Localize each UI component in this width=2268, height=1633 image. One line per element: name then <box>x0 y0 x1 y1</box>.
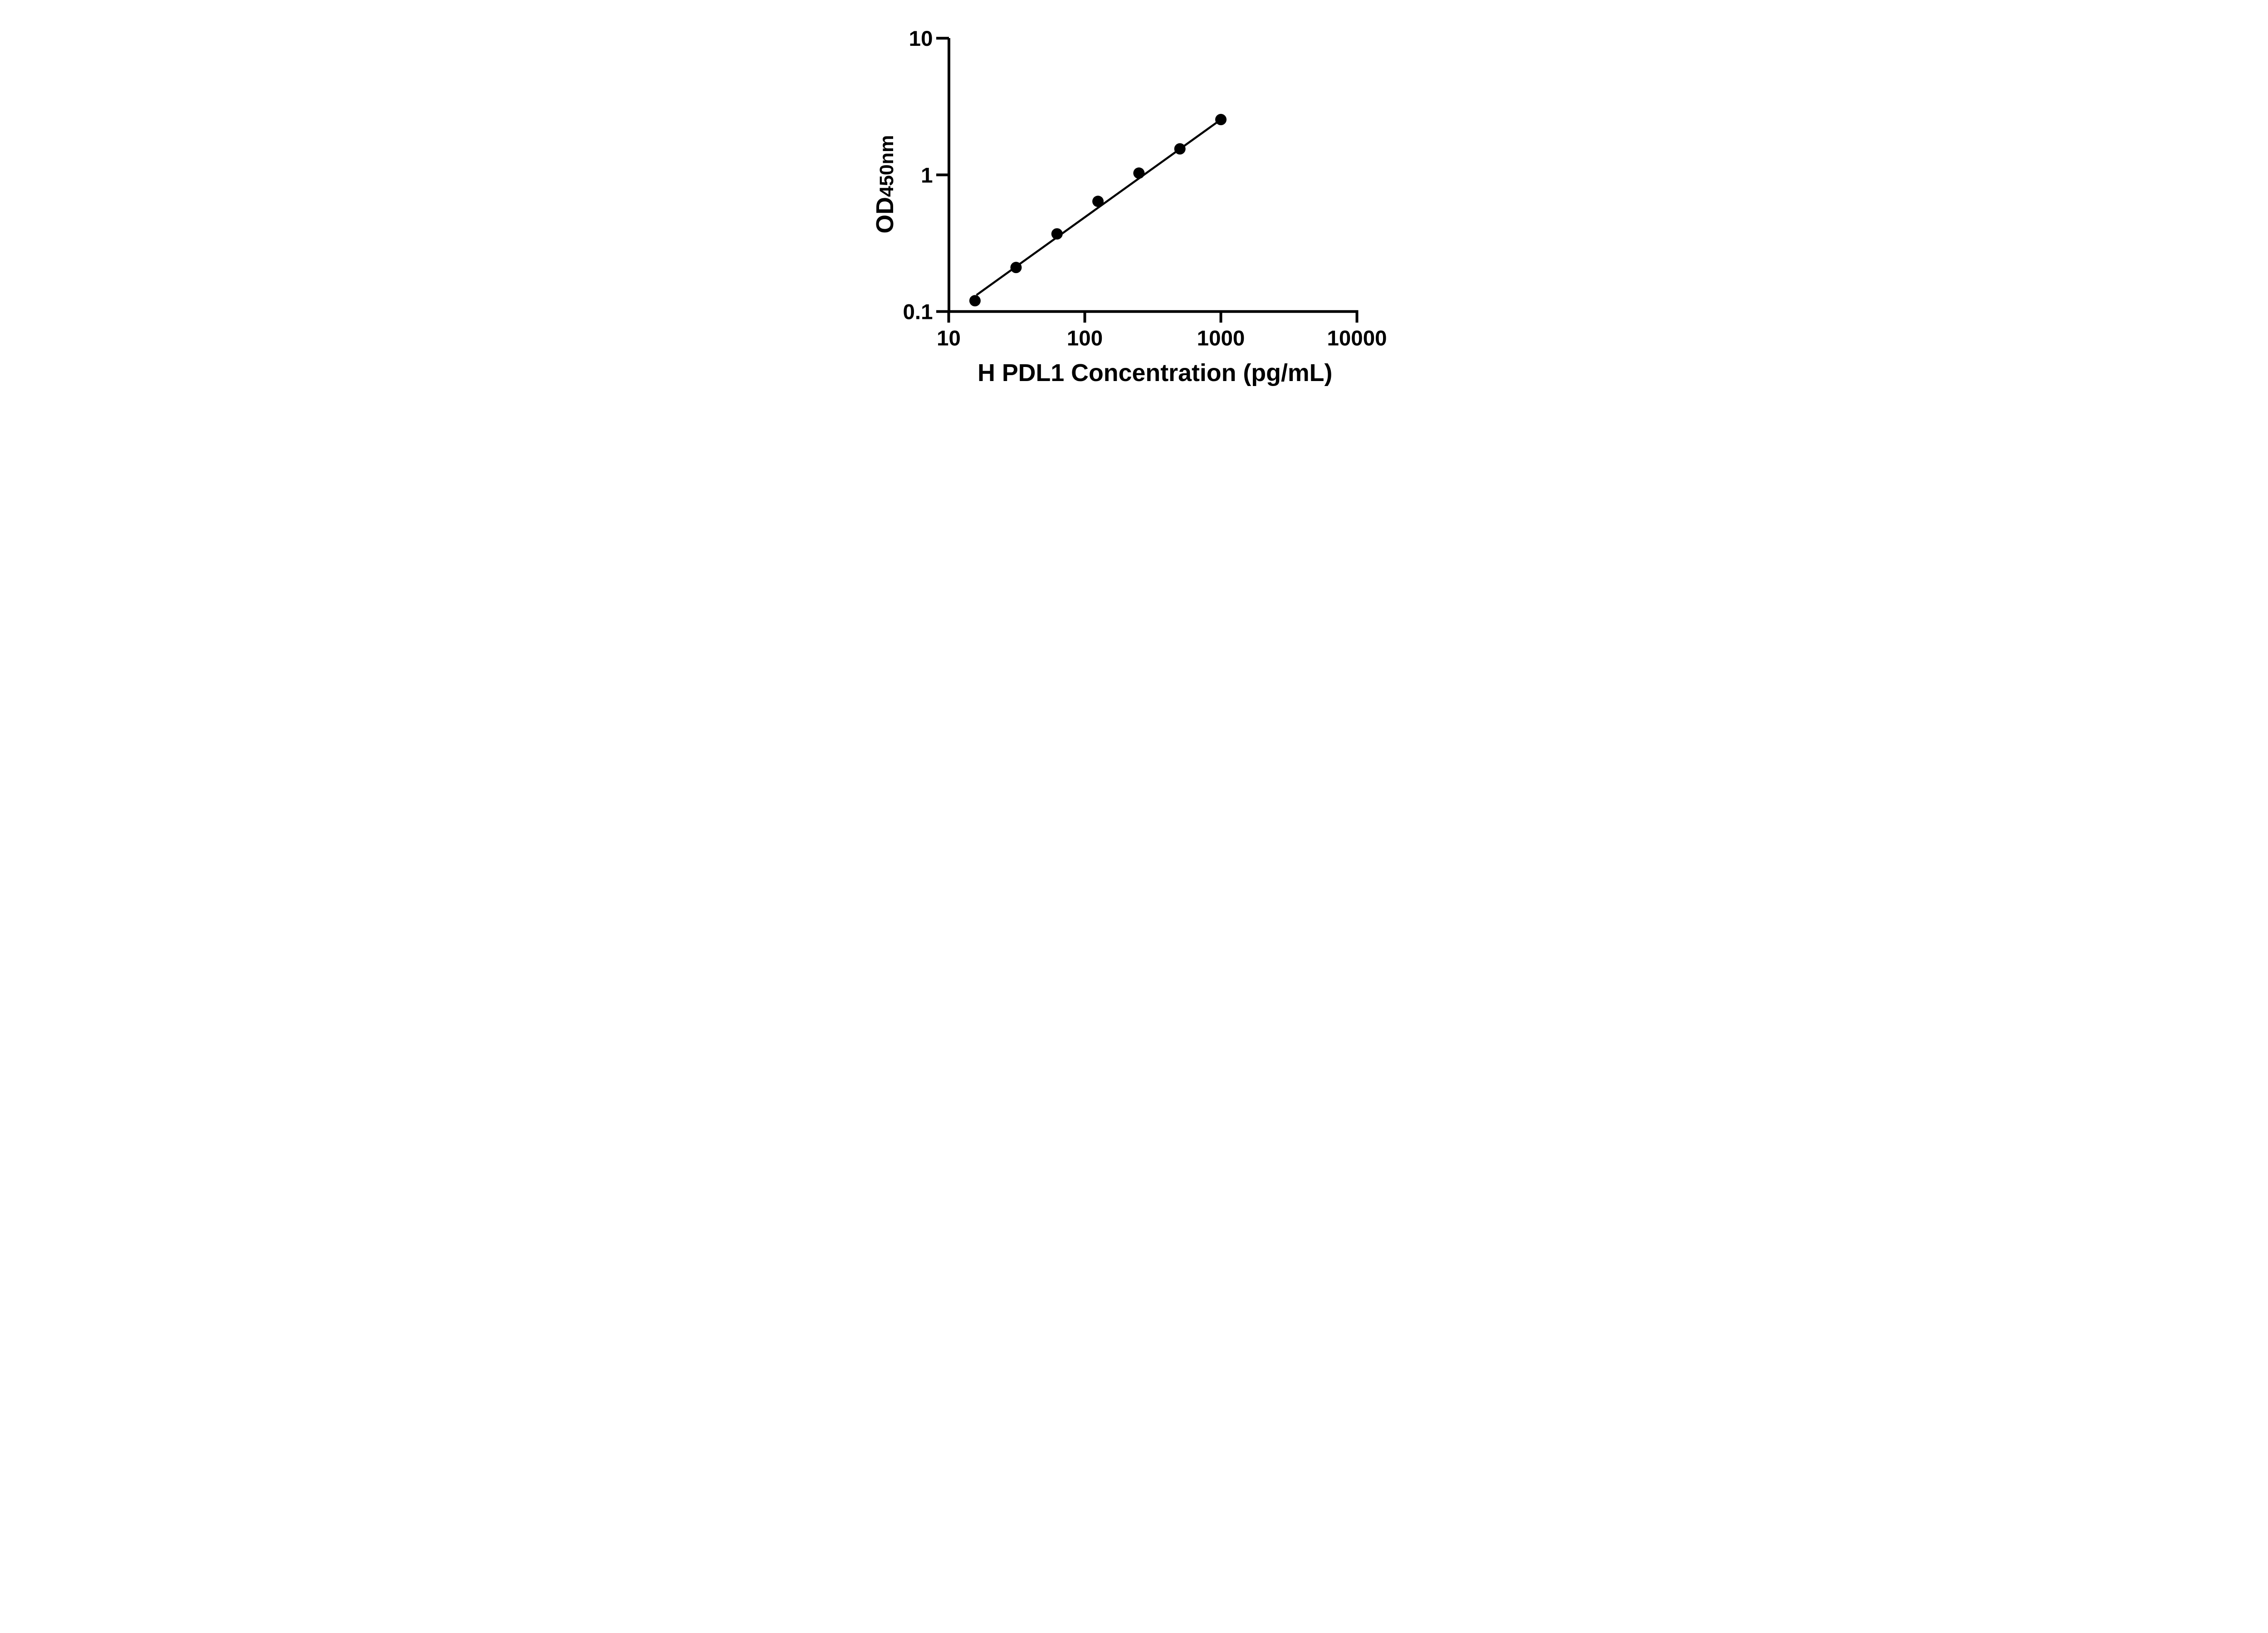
x-tick-label: 10000 <box>1327 326 1387 350</box>
x-tick-label: 10 <box>937 326 961 350</box>
elisa-standard-curve-figure: 0.1 1 10 10 100 1000 10000 H PDL1 Concentrati… <box>848 0 1420 408</box>
data-point <box>1215 114 1227 126</box>
y-tick-label: 10 <box>909 27 933 51</box>
x-tick-label: 100 <box>1066 326 1102 350</box>
y-ticks: 0.1 1 10 <box>903 27 949 324</box>
data-point <box>1174 143 1186 155</box>
data-point <box>1051 228 1063 240</box>
y-axis-title-main: OD <box>871 197 898 234</box>
y-tick-label: 1 <box>921 163 933 187</box>
data-point <box>969 295 981 307</box>
x-ticks: 10 100 1000 10000 <box>937 311 1387 350</box>
y-axis-title-sub: 450nm <box>875 135 897 197</box>
chart-canvas: 0.1 1 10 10 100 1000 10000 H PDL1 Concentrati… <box>848 0 1420 408</box>
data-point <box>1092 196 1104 207</box>
data-point <box>1133 167 1144 179</box>
y-axis-title: OD450nm <box>871 135 898 234</box>
x-axis-title: H PDL1 Concentration (pg/mL) <box>978 359 1332 386</box>
y-tick-label: 0.1 <box>903 300 933 324</box>
data-point <box>1010 262 1022 274</box>
x-tick-label: 1000 <box>1197 326 1245 350</box>
data-points <box>969 114 1227 307</box>
